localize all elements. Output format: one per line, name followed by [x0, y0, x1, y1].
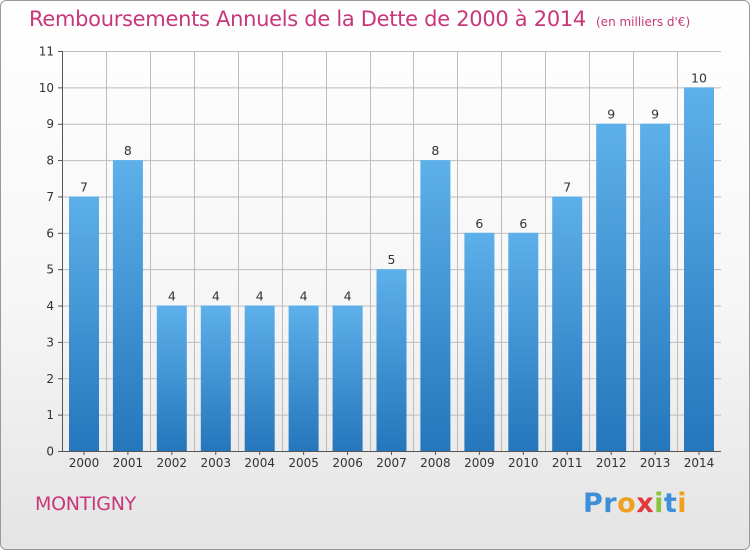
x-tick-label-2005: 2005 [288, 456, 319, 470]
data-label-2005: 4 [300, 289, 308, 304]
logo-letter: o [617, 488, 637, 519]
data-label-2011: 7 [563, 180, 571, 195]
x-tick-label-2001: 2001 [113, 456, 144, 470]
y-tick-label-11: 11 [39, 45, 54, 59]
chart-title: Remboursements Annuels de la Dette de 20… [29, 7, 690, 31]
x-tick-label-2007: 2007 [376, 456, 407, 470]
proxiti-logo[interactable]: Proxiti [583, 488, 687, 519]
bars [69, 87, 714, 452]
x-tick-label-2002: 2002 [157, 456, 188, 470]
y-tick-label-10: 10 [39, 81, 54, 95]
x-tick-label-2008: 2008 [420, 456, 451, 470]
bar-2008 [420, 160, 451, 451]
data-label-2010: 6 [519, 216, 527, 231]
y-tick-label-4: 4 [46, 299, 54, 313]
data-label-2000: 7 [80, 180, 88, 195]
y-tick-label-5: 5 [46, 263, 54, 277]
bar-2002 [156, 305, 187, 451]
y-tick-label-7: 7 [46, 190, 54, 204]
bar-2004 [244, 305, 275, 451]
x-tick-label-2011: 2011 [552, 456, 583, 470]
y-tick-label-3: 3 [46, 335, 54, 349]
data-label-2014: 10 [691, 70, 707, 85]
data-label-2008: 8 [431, 143, 439, 158]
y-tick-label-6: 6 [46, 226, 54, 240]
logo-letter: P [583, 488, 604, 519]
logo-letter: i [654, 488, 664, 519]
data-label-2009: 6 [475, 216, 483, 231]
y-tick-label-9: 9 [46, 117, 54, 131]
commune-name: MONTIGNY [35, 493, 136, 515]
y-tick-label-1: 1 [46, 408, 54, 422]
data-label-2006: 4 [344, 289, 352, 304]
x-tick-label-2009: 2009 [464, 456, 495, 470]
bar-2003 [200, 305, 231, 451]
logo-letter: i [677, 488, 688, 519]
data-label-2002: 4 [168, 289, 176, 304]
bar-2012 [596, 123, 627, 451]
x-tick-label-2014: 2014 [684, 456, 715, 470]
bar-2001 [112, 160, 143, 451]
logo-letter: r [603, 488, 618, 519]
x-tick-label-2003: 2003 [201, 456, 232, 470]
data-label-2013: 9 [651, 107, 659, 122]
y-tick-label-2: 2 [46, 372, 54, 386]
y-tick-label-8: 8 [46, 154, 54, 168]
logo-letter: x [636, 488, 655, 519]
x-tick-label-2012: 2012 [596, 456, 627, 470]
x-tick-label-2000: 2000 [69, 456, 100, 470]
bar-2009 [464, 232, 495, 451]
bar-2013 [640, 123, 671, 451]
data-label-2004: 4 [256, 289, 264, 304]
bar-2007 [376, 269, 407, 451]
logo-letter: t [663, 488, 678, 519]
axes [58, 51, 721, 455]
labels: 0 1 2 3 4 5 6 7 8 9 10 11 7 2000 8 2001 4 2002 4 2003 4 2004 4… [39, 45, 715, 471]
bar-2005 [288, 305, 319, 451]
x-tick-label-2010: 2010 [508, 456, 539, 470]
chart-title-text: Remboursements Annuels de la Dette de 20… [29, 7, 586, 31]
x-tick-label-2006: 2006 [332, 456, 363, 470]
bar-2000 [69, 196, 99, 451]
data-label-2003: 4 [212, 289, 220, 304]
data-label-2012: 9 [607, 107, 615, 122]
chart-subtitle: (en milliers d'€) [596, 15, 691, 29]
data-label-2007: 5 [388, 252, 396, 267]
bar-2010 [508, 232, 539, 451]
bar-2011 [552, 196, 583, 451]
x-tick-label-2013: 2013 [640, 456, 671, 470]
y-tick-label-0: 0 [46, 445, 54, 459]
x-tick-label-2004: 2004 [244, 456, 275, 470]
bar-2006 [332, 305, 363, 451]
bar-2014 [684, 87, 714, 452]
data-label-2001: 8 [124, 143, 132, 158]
